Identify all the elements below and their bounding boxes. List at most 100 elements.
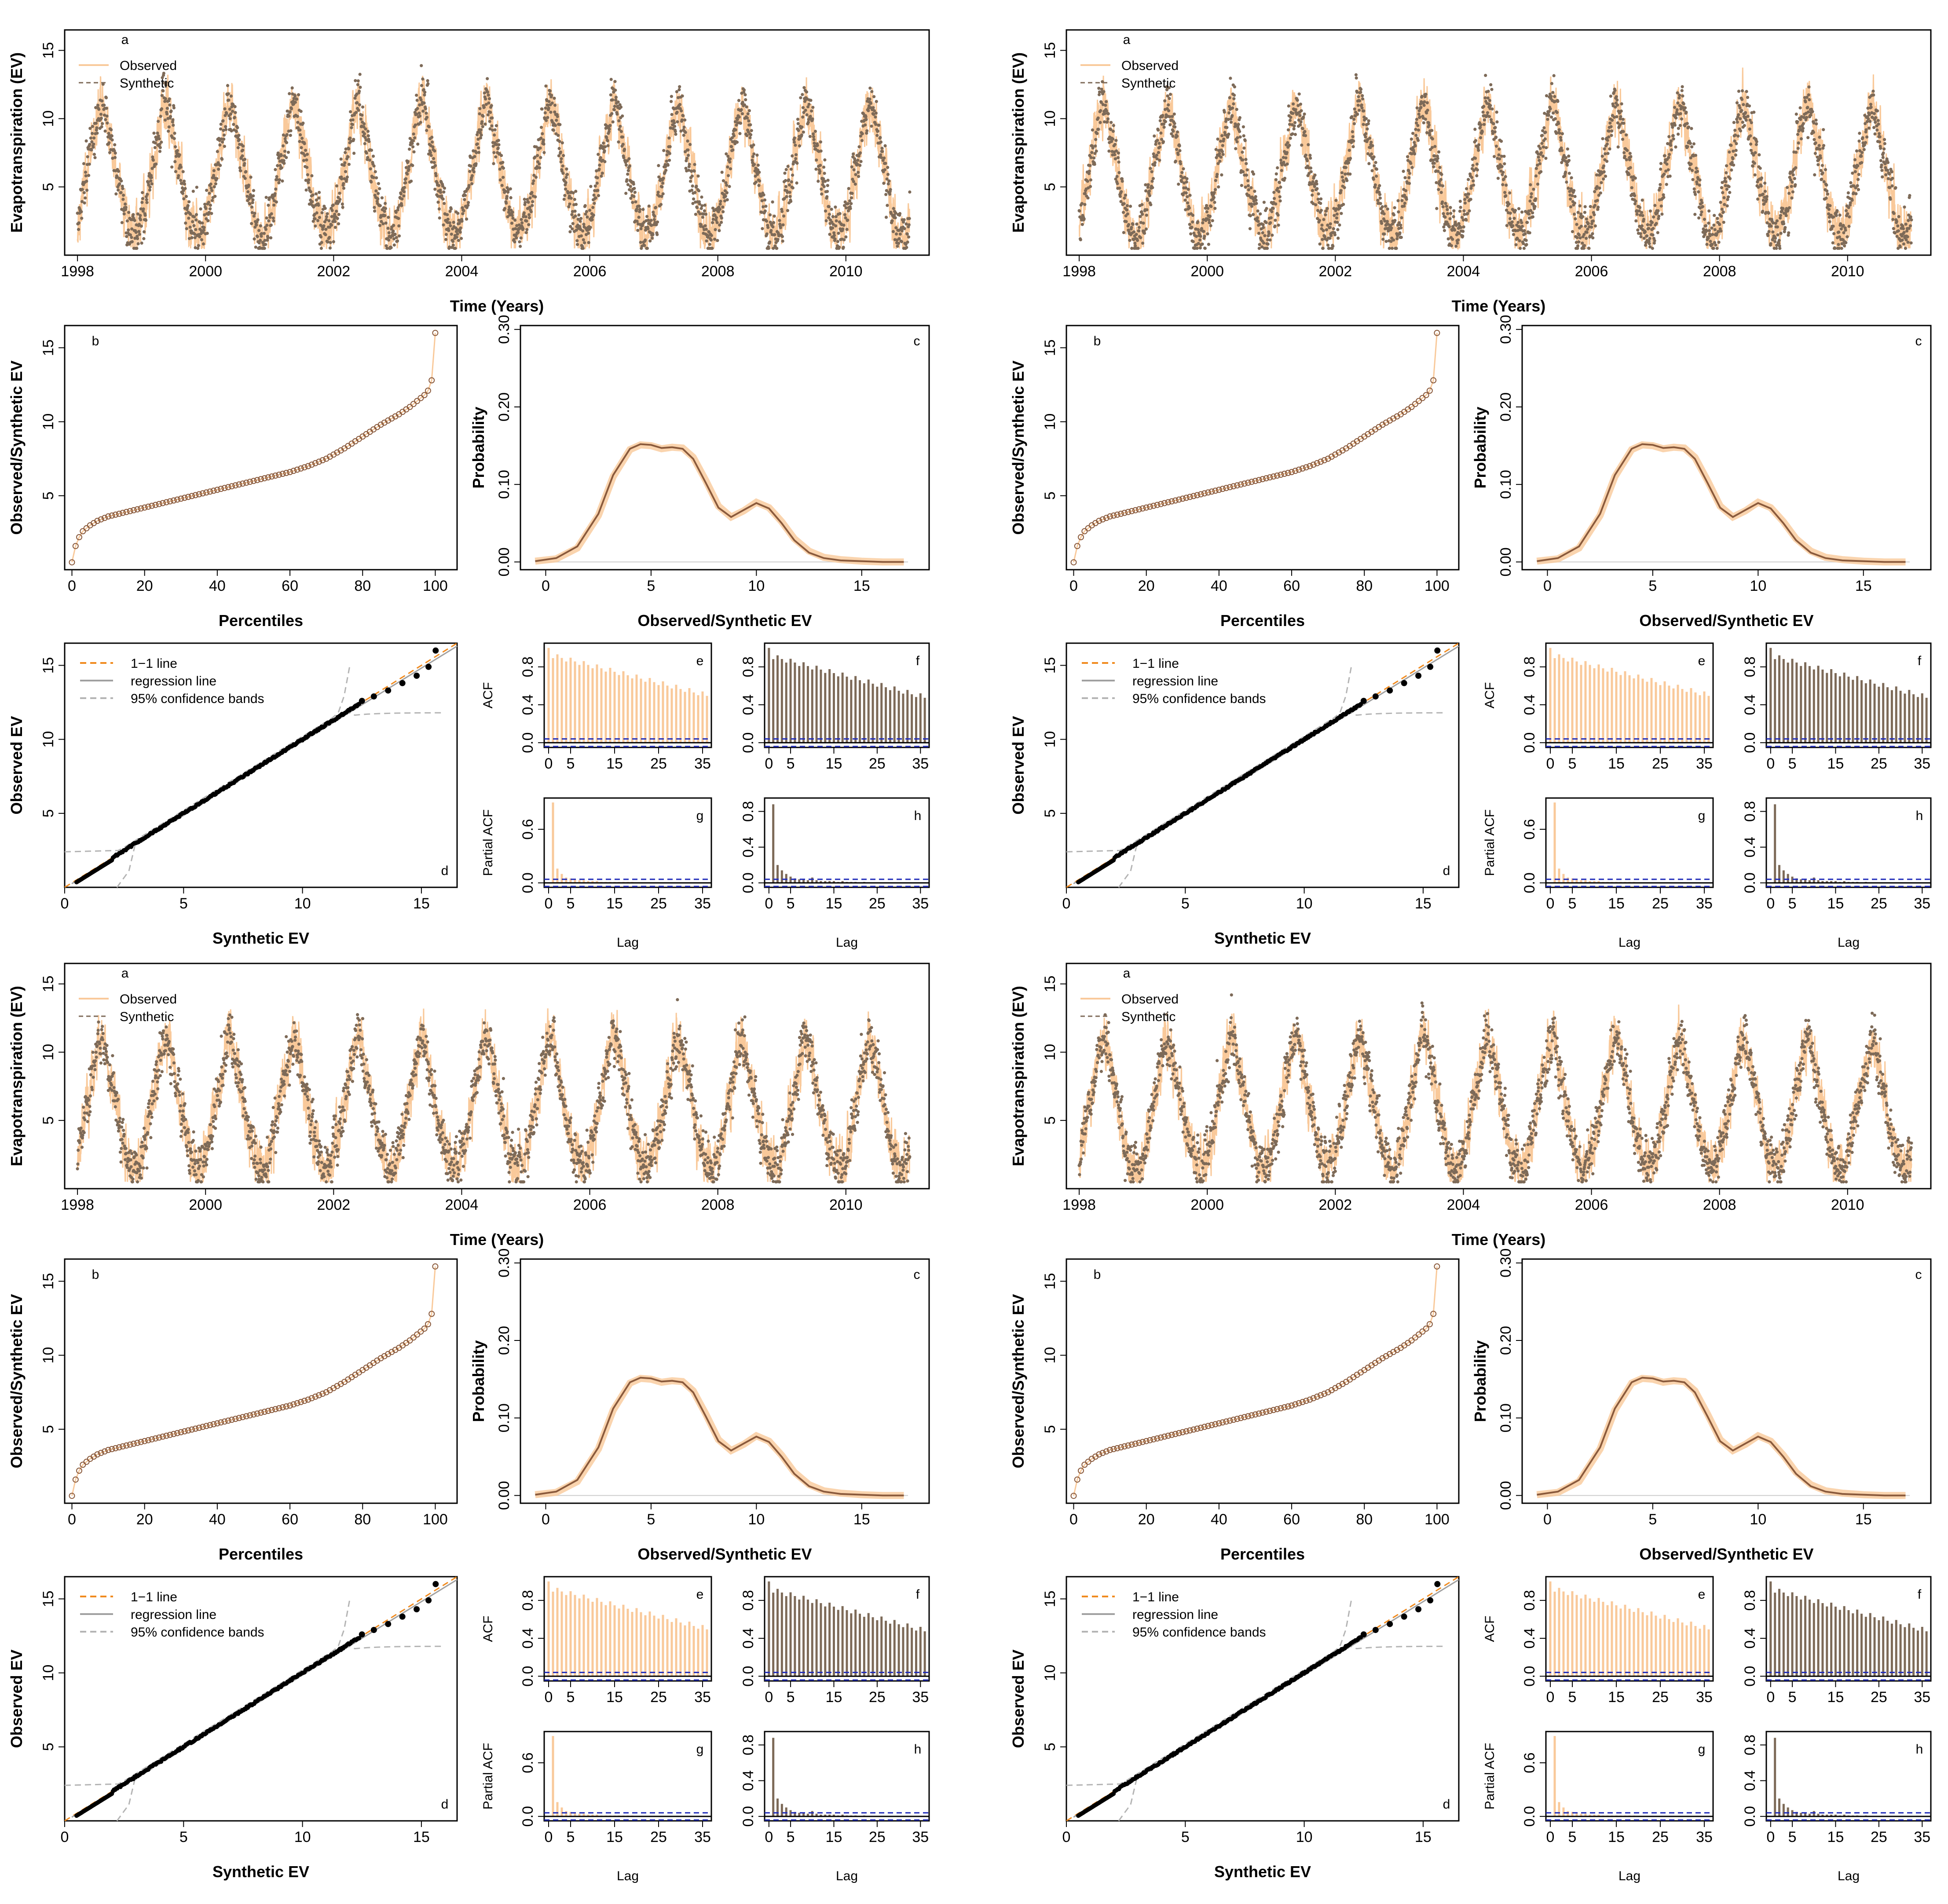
- synthetic-point: [1735, 149, 1738, 152]
- synthetic-point: [1532, 188, 1535, 191]
- synthetic-point: [114, 156, 117, 159]
- synthetic-point: [154, 162, 157, 165]
- synthetic-point: [388, 231, 391, 234]
- synthetic-point: [758, 171, 761, 174]
- synthetic-point: [1697, 190, 1700, 194]
- synthetic-point: [1201, 242, 1204, 245]
- synthetic-point: [1367, 162, 1370, 165]
- synthetic-point: [470, 182, 473, 185]
- synthetic-point: [1083, 203, 1086, 206]
- synthetic-point: [722, 179, 725, 182]
- synthetic-point: [632, 195, 635, 198]
- synthetic-point: [387, 238, 390, 242]
- synthetic-point: [1175, 135, 1179, 138]
- synthetic-point: [141, 197, 144, 200]
- synthetic-point: [1569, 198, 1572, 201]
- synthetic-point: [791, 174, 794, 177]
- synthetic-point: [1528, 199, 1531, 202]
- synthetic-point: [1519, 247, 1522, 250]
- synthetic-point: [879, 136, 882, 139]
- synthetic-point: [1289, 119, 1292, 122]
- synthetic-point: [596, 182, 599, 185]
- synthetic-point: [140, 224, 143, 227]
- synthetic-point: [1452, 209, 1455, 212]
- synthetic-point: [1114, 157, 1117, 160]
- synthetic-point: [1467, 178, 1470, 181]
- synthetic-point: [1172, 135, 1175, 138]
- synthetic-point: [203, 203, 206, 206]
- synthetic-point: [1610, 134, 1613, 137]
- x-tick-label: 15: [413, 895, 430, 912]
- synthetic-point: [202, 229, 205, 232]
- synthetic-point: [864, 123, 867, 126]
- synthetic-point: [765, 220, 768, 223]
- synthetic-point: [83, 201, 86, 205]
- synthetic-point: [1523, 247, 1526, 250]
- synthetic-point: [1116, 175, 1119, 178]
- synthetic-point: [1604, 152, 1607, 155]
- y-tick-label: 0.8: [740, 656, 757, 677]
- synthetic-point: [1231, 106, 1234, 110]
- synthetic-point: [1285, 151, 1289, 154]
- synthetic-point: [1622, 151, 1626, 154]
- synthetic-point: [682, 134, 685, 137]
- synthetic-point: [1743, 124, 1746, 127]
- synthetic-point: [173, 137, 176, 140]
- synthetic-point: [1090, 151, 1093, 154]
- synthetic-point: [1282, 161, 1285, 164]
- synthetic-point: [1291, 132, 1294, 135]
- synthetic-point: [575, 203, 578, 206]
- synthetic-point: [1691, 169, 1694, 172]
- x-tick-label: 1998: [61, 263, 94, 280]
- synthetic-point: [202, 226, 205, 229]
- synthetic-point: [1662, 196, 1665, 199]
- synthetic-point: [183, 183, 186, 186]
- x-axis-title: Observed/Synthetic EV: [637, 611, 812, 630]
- synthetic-point: [505, 201, 508, 205]
- synthetic-point: [834, 205, 837, 209]
- synthetic-point: [785, 168, 788, 171]
- synthetic-point: [752, 143, 755, 146]
- synthetic-point: [1247, 188, 1250, 191]
- synthetic-point: [160, 141, 163, 144]
- synthetic-point: [456, 212, 459, 215]
- synthetic-point: [1481, 130, 1484, 133]
- synthetic-point: [326, 212, 329, 215]
- synthetic-point: [170, 165, 173, 168]
- synthetic-point: [1667, 168, 1670, 171]
- synthetic-point: [1505, 183, 1508, 187]
- synthetic-point: [117, 170, 120, 173]
- synthetic-point: [1633, 194, 1636, 197]
- synthetic-point: [1152, 152, 1155, 155]
- synthetic-point: [681, 118, 684, 121]
- synthetic-point: [1140, 203, 1143, 206]
- synthetic-point: [801, 125, 804, 128]
- synthetic-point: [831, 227, 834, 230]
- synthetic-point: [1651, 221, 1654, 224]
- synthetic-point: [222, 138, 225, 141]
- synthetic-point: [1653, 239, 1656, 242]
- synthetic-point: [1441, 201, 1444, 204]
- synthetic-point: [320, 247, 323, 250]
- synthetic-point: [564, 181, 568, 184]
- synthetic-point: [236, 126, 239, 129]
- synthetic-point: [1079, 238, 1082, 241]
- synthetic-point: [283, 150, 286, 153]
- synthetic-point: [1437, 188, 1440, 191]
- synthetic-point: [1544, 137, 1547, 140]
- synthetic-point: [82, 162, 85, 165]
- synthetic-point: [842, 223, 845, 227]
- synthetic-point: [149, 186, 152, 189]
- synthetic-point: [1300, 109, 1303, 112]
- synthetic-point: [784, 185, 787, 188]
- synthetic-point: [846, 202, 850, 205]
- synthetic-point: [1088, 164, 1091, 167]
- synthetic-point: [365, 151, 368, 154]
- synthetic-point: [838, 245, 841, 249]
- synthetic-point: [1636, 213, 1639, 216]
- synthetic-point: [1673, 106, 1676, 109]
- synthetic-point: [132, 213, 135, 216]
- synthetic-point: [219, 128, 222, 131]
- synthetic-point: [1479, 123, 1483, 126]
- synthetic-point: [1121, 179, 1124, 183]
